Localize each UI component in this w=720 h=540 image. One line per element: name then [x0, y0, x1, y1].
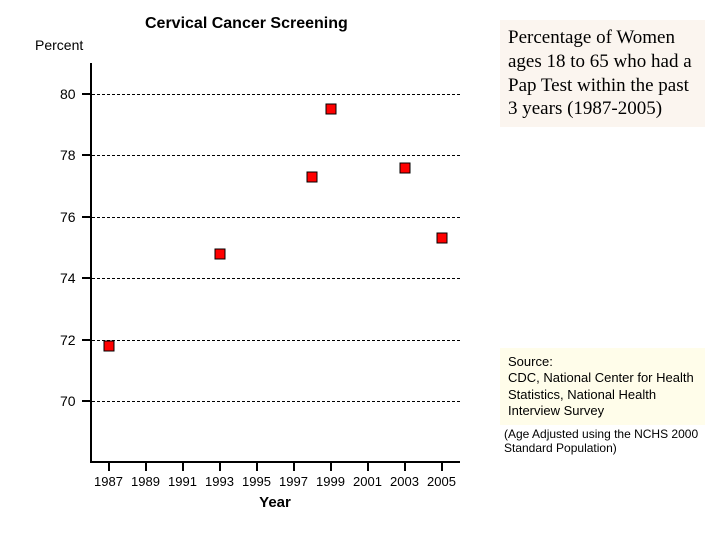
note-text: (Age Adjusted using the NCHS 2000 Standa… — [500, 425, 710, 458]
description-panel: Percentage of Women ages 18 to 65 who ha… — [500, 20, 705, 127]
chart-container: Cervical Cancer Screening Percent Year 7… — [40, 15, 480, 505]
x-tick — [108, 463, 110, 471]
y-tick-label: 70 — [60, 393, 76, 409]
x-tick — [330, 463, 332, 471]
source-box: Source: CDC, National Center for Health … — [500, 348, 705, 425]
x-tick — [182, 463, 184, 471]
x-tick-label: 2001 — [353, 474, 382, 489]
y-tick-label: 80 — [60, 86, 76, 102]
y-tick — [82, 400, 90, 402]
plot-area: Year 70727476788019871989199119931995199… — [90, 63, 460, 463]
x-tick — [441, 463, 443, 471]
y-tick — [82, 216, 90, 218]
x-tick-label: 1989 — [131, 474, 160, 489]
x-tick — [145, 463, 147, 471]
source-text: CDC, National Center for Health Statisti… — [508, 370, 694, 418]
y-axis-label: Percent — [35, 37, 83, 53]
x-tick-label: 1997 — [279, 474, 308, 489]
x-tick — [367, 463, 369, 471]
description-text: Percentage of Women ages 18 to 65 who ha… — [500, 20, 705, 127]
data-marker — [214, 248, 225, 259]
y-tick-label: 74 — [60, 270, 76, 286]
x-tick-label: 2005 — [427, 474, 456, 489]
gridline — [92, 401, 460, 402]
x-tick-label: 2003 — [390, 474, 419, 489]
y-tick-label: 72 — [60, 332, 76, 348]
x-tick — [219, 463, 221, 471]
y-tick — [82, 277, 90, 279]
x-tick — [404, 463, 406, 471]
y-tick — [82, 154, 90, 156]
y-tick-label: 76 — [60, 209, 76, 225]
gridline — [92, 217, 460, 218]
x-tick — [293, 463, 295, 471]
x-tick-label: 1993 — [205, 474, 234, 489]
x-tick — [256, 463, 258, 471]
x-tick-label: 1999 — [316, 474, 345, 489]
chart-title: Cervical Cancer Screening — [145, 15, 348, 33]
data-marker — [436, 233, 447, 244]
data-marker — [325, 104, 336, 115]
y-axis-line — [90, 63, 92, 463]
x-tick-label: 1991 — [168, 474, 197, 489]
x-tick-label: 1987 — [94, 474, 123, 489]
y-tick — [82, 93, 90, 95]
x-axis-title: Year — [259, 494, 291, 511]
gridline — [92, 278, 460, 279]
gridline — [92, 94, 460, 95]
data-marker — [103, 341, 114, 352]
x-tick-label: 1995 — [242, 474, 271, 489]
source-label: Source: — [508, 354, 553, 369]
y-tick — [82, 339, 90, 341]
data-marker — [399, 162, 410, 173]
y-tick-label: 78 — [60, 147, 76, 163]
gridline — [92, 340, 460, 341]
gridline — [92, 155, 460, 156]
data-marker — [307, 171, 318, 182]
